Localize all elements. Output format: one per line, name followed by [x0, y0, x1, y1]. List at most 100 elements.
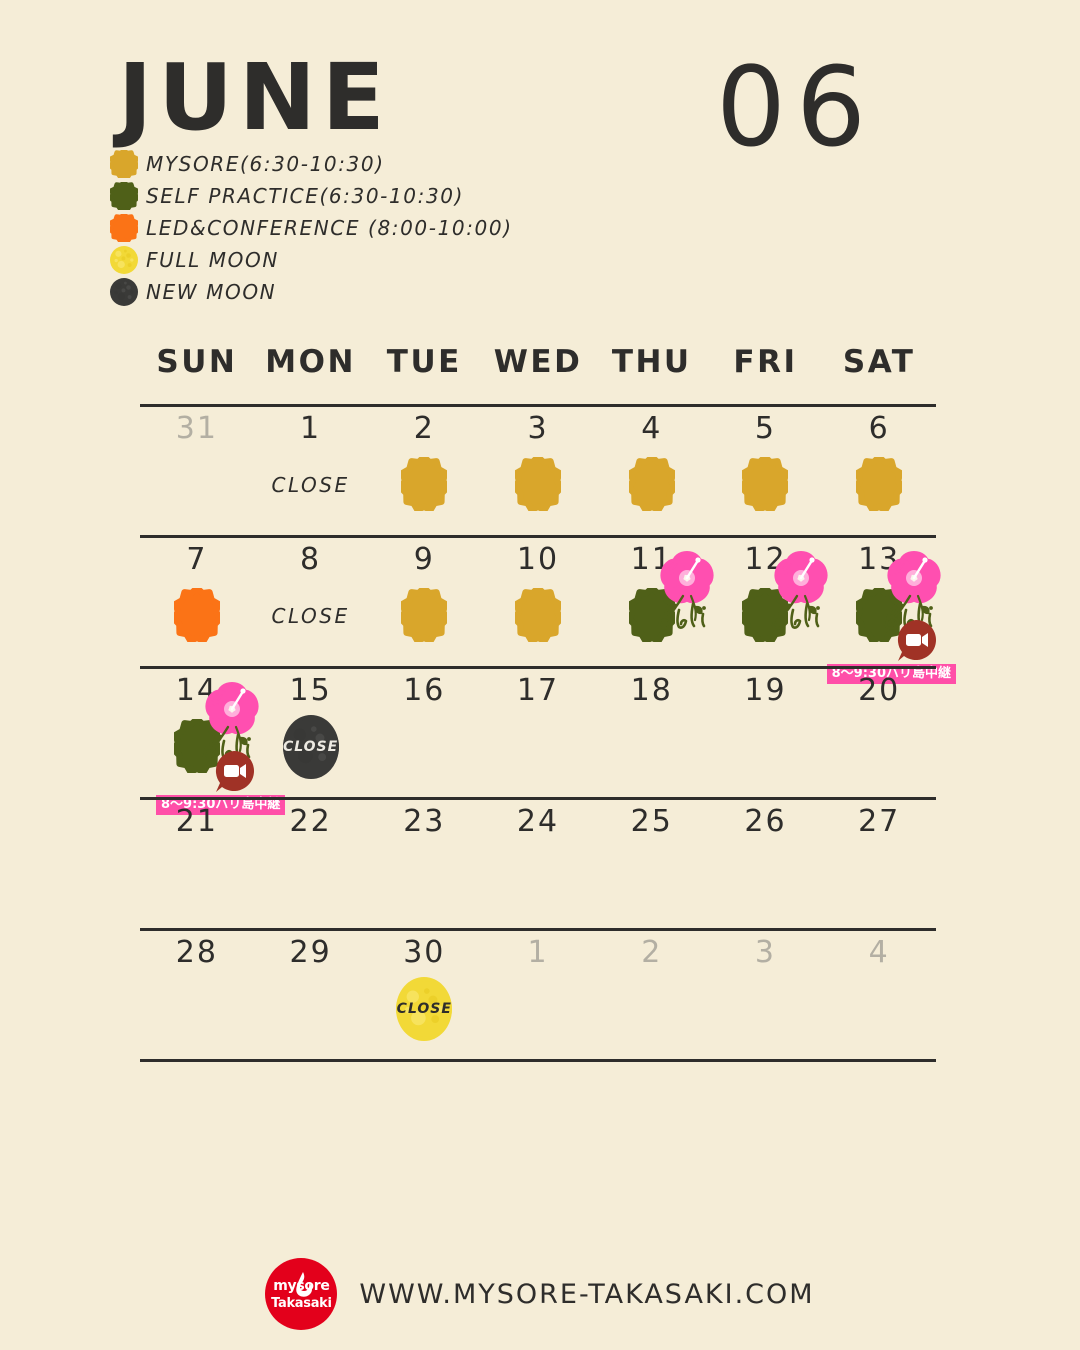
calendar-day-cell[interactable]: 3 [709, 931, 823, 1059]
weekday-header-wed: WED [493, 344, 583, 380]
day-marker-area [595, 453, 709, 533]
day-marker-area [481, 977, 595, 1057]
blob-orange-icon [108, 212, 140, 244]
weekday-header-mon: MON [265, 344, 356, 380]
day-number: 2 [641, 935, 663, 970]
day-marker-area [367, 715, 481, 795]
day-marker-wrap [140, 977, 254, 1057]
day-marker-wrap: 8〜9:30バリ島中継 [140, 682, 286, 815]
day-marker-area [822, 846, 936, 926]
class-marker-mysore-icon [512, 584, 565, 645]
calendar-day-cell[interactable]: 14 8〜9:30バリ島中継 [140, 669, 286, 815]
calendar-day-cell[interactable]: 30 CLOSE [367, 931, 481, 1059]
legend-item: SELF PRACTICE(6:30-10:30) [108, 180, 670, 212]
moon-close-label: CLOSE [282, 739, 339, 755]
day-marker-area [481, 453, 595, 533]
calendar-day-cell[interactable]: 9 [367, 538, 481, 666]
day-marker-wrap [595, 715, 709, 795]
day-number: 27 [858, 804, 901, 839]
day-marker-wrap [481, 846, 595, 926]
calendar-day-cell[interactable]: 13 8〜9:30バリ島中継 [822, 538, 957, 684]
calendar-day-cell[interactable]: 2 [595, 931, 709, 1059]
calendar-day-cell[interactable]: 6 [822, 407, 936, 535]
calendar-day-cell[interactable]: 23 [367, 800, 481, 928]
legend-item-label: SELF PRACTICE(6:30-10:30) [146, 184, 465, 208]
calendar-day-cell[interactable]: 2 [367, 407, 481, 535]
day-marker-wrap [709, 977, 823, 1057]
calendar-day-cell[interactable]: 11 [595, 538, 714, 666]
calendar-day-cell[interactable]: 12 [709, 538, 828, 666]
day-marker-area: CLOSE [254, 453, 368, 533]
class-marker-mysore-icon [853, 453, 906, 514]
calendar-day-cell[interactable]: 22 [254, 800, 368, 928]
day-marker-area: CLOSE [254, 715, 368, 795]
calendar-day-cell[interactable]: 4 [595, 407, 709, 535]
calendar-day-cell[interactable]: 26 [709, 800, 823, 928]
day-marker-area [709, 977, 823, 1057]
day-marker-area [140, 453, 254, 533]
calendar-day-cell[interactable]: 31 [140, 407, 254, 535]
blob-gold-icon [108, 148, 140, 180]
calendar-day-cell[interactable]: 4 [822, 931, 936, 1059]
calendar-grid: 31 1 CLOSE 2 3 4 5 6 7 8 CLOSE 9 10 11 12 13 8〜9:30バリ島中継… [140, 404, 957, 1062]
calendar-day-cell[interactable]: 28 [140, 931, 254, 1059]
new-moon-marker-icon [282, 719, 339, 775]
calendar-day-cell[interactable]: 27 [822, 800, 936, 928]
calendar-day-cell[interactable]: 1 CLOSE [254, 407, 368, 535]
calendar-day-cell[interactable]: 10 [481, 538, 595, 666]
class-marker-mysore-icon [512, 453, 565, 514]
day-marker-wrap [367, 453, 481, 533]
video-call-badge [894, 618, 938, 662]
day-marker-wrap: CLOSE [254, 584, 368, 664]
day-number: 6 [868, 411, 890, 446]
new-moon-icon [110, 278, 138, 306]
calendar-week-row: 21 22 23 24 25 26 27 [140, 797, 936, 928]
day-marker-wrap [595, 551, 714, 664]
calendar-day-cell[interactable]: 19 [709, 669, 823, 797]
day-marker-wrap [822, 846, 936, 926]
full-moon-marker-icon [396, 981, 453, 1037]
full-moon-icon [110, 246, 138, 274]
blob-gold-icon [108, 148, 140, 180]
day-marker-area: CLOSE [367, 977, 481, 1057]
day-number: 10 [516, 542, 560, 577]
calendar-day-cell[interactable]: 3 [481, 407, 595, 535]
day-marker-area [595, 846, 709, 926]
day-marker-area [822, 453, 936, 533]
calendar-day-cell[interactable]: 7 [140, 538, 254, 666]
day-marker-area: 8〜9:30バリ島中継 [822, 551, 957, 684]
calendar-day-cell[interactable]: 25 [595, 800, 709, 928]
calendar-day-cell[interactable]: 5 [709, 407, 823, 535]
class-marker-mysore-icon [739, 453, 792, 514]
day-number: 29 [289, 935, 332, 970]
weekday-header-thu: THU [611, 344, 692, 380]
logo-line-2: Takasaki [271, 1296, 332, 1311]
website-url[interactable]: WWW.MYSORE-TAKASAKI.COM [359, 1278, 815, 1310]
legend-item: FULL MOON [110, 244, 670, 276]
day-marker-area [367, 584, 481, 664]
legend-item-label: NEW MOON [146, 280, 277, 304]
calendar-week-row: 14 8〜9:30バリ島中継 15 CLOSE 16 17 18 19 20 [140, 666, 936, 815]
calendar-day-cell[interactable]: 20 [822, 669, 936, 797]
calendar-day-cell[interactable]: 8 CLOSE [254, 538, 368, 666]
calendar-day-cell[interactable]: 18 [595, 669, 709, 797]
day-number: 26 [744, 804, 787, 839]
class-marker-mysore-icon [398, 453, 451, 514]
calendar-day-cell[interactable]: 29 [254, 931, 368, 1059]
day-marker-area [254, 846, 368, 926]
class-marker-mysore-icon [398, 584, 451, 645]
weekday-header-tue: TUE [386, 344, 462, 380]
day-marker-wrap [709, 846, 823, 926]
calendar-day-cell[interactable]: 16 [367, 669, 481, 797]
calendar-day-cell[interactable]: 24 [481, 800, 595, 928]
day-number: 7 [186, 542, 208, 577]
class-marker-mysore-icon [398, 453, 451, 514]
day-marker-wrap [481, 453, 595, 533]
day-marker-area [481, 715, 595, 795]
calendar-day-cell[interactable]: 17 [481, 669, 595, 797]
calendar-day-cell[interactable]: 1 [481, 931, 595, 1059]
day-marker-area [709, 551, 828, 664]
day-marker-area [595, 551, 714, 664]
calendar-day-cell[interactable]: 21 [140, 800, 254, 928]
calendar-day-cell[interactable]: 15 CLOSE [254, 669, 368, 797]
